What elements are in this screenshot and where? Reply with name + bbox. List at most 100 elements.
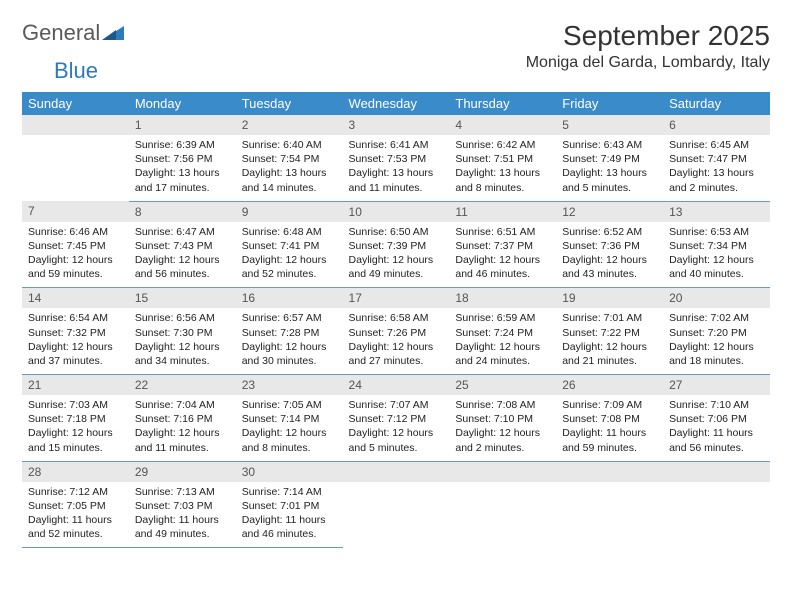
day-number-cell: 11 xyxy=(449,201,556,222)
daylight-line: Daylight: 12 hours and 27 minutes. xyxy=(349,340,444,368)
daylight-line: Daylight: 12 hours and 21 minutes. xyxy=(562,340,657,368)
day-content-cell: Sunrise: 6:48 AMSunset: 7:41 PMDaylight:… xyxy=(236,222,343,288)
daylight-line: Daylight: 12 hours and 52 minutes. xyxy=(242,253,337,281)
sunrise-line: Sunrise: 7:10 AM xyxy=(669,398,764,412)
day-content-cell xyxy=(343,482,450,548)
sunrise-line: Sunrise: 6:56 AM xyxy=(135,311,230,325)
daylight-line: Daylight: 13 hours and 2 minutes. xyxy=(669,166,764,194)
sunset-line: Sunset: 7:34 PM xyxy=(669,239,764,253)
day-number-cell: 14 xyxy=(22,288,129,309)
daylight-line: Daylight: 12 hours and 5 minutes. xyxy=(349,426,444,454)
sunrise-line: Sunrise: 6:51 AM xyxy=(455,225,550,239)
day-number-cell: 15 xyxy=(129,288,236,309)
logo-text-general: General xyxy=(22,20,100,46)
daylight-line: Daylight: 11 hours and 46 minutes. xyxy=(242,513,337,541)
weekday-header: Sunday xyxy=(22,92,129,115)
daylight-line: Daylight: 12 hours and 34 minutes. xyxy=(135,340,230,368)
day-content-cell: Sunrise: 6:59 AMSunset: 7:24 PMDaylight:… xyxy=(449,308,556,374)
day-number-cell: 27 xyxy=(663,375,770,396)
sunset-line: Sunset: 7:39 PM xyxy=(349,239,444,253)
day-number-cell: 1 xyxy=(129,115,236,135)
month-title: September 2025 xyxy=(526,20,770,52)
daylight-line: Daylight: 11 hours and 49 minutes. xyxy=(135,513,230,541)
day-content-cell xyxy=(663,482,770,548)
sunrise-line: Sunrise: 6:41 AM xyxy=(349,138,444,152)
day-content-cell: Sunrise: 6:45 AMSunset: 7:47 PMDaylight:… xyxy=(663,135,770,201)
daylight-line: Daylight: 12 hours and 8 minutes. xyxy=(242,426,337,454)
day-content-cell: Sunrise: 6:52 AMSunset: 7:36 PMDaylight:… xyxy=(556,222,663,288)
day-content-row: Sunrise: 6:46 AMSunset: 7:45 PMDaylight:… xyxy=(22,222,770,288)
day-content-cell xyxy=(449,482,556,548)
sunset-line: Sunset: 7:28 PM xyxy=(242,326,337,340)
daylight-line: Daylight: 13 hours and 5 minutes. xyxy=(562,166,657,194)
day-content-cell: Sunrise: 6:47 AMSunset: 7:43 PMDaylight:… xyxy=(129,222,236,288)
sunrise-line: Sunrise: 7:14 AM xyxy=(242,485,337,499)
day-number-cell: 2 xyxy=(236,115,343,135)
day-content-cell: Sunrise: 6:56 AMSunset: 7:30 PMDaylight:… xyxy=(129,308,236,374)
sunset-line: Sunset: 7:22 PM xyxy=(562,326,657,340)
sunset-line: Sunset: 7:10 PM xyxy=(455,412,550,426)
weekday-header: Wednesday xyxy=(343,92,450,115)
sunset-line: Sunset: 7:45 PM xyxy=(28,239,123,253)
sunrise-line: Sunrise: 6:59 AM xyxy=(455,311,550,325)
sunset-line: Sunset: 7:26 PM xyxy=(349,326,444,340)
weekday-header: Thursday xyxy=(449,92,556,115)
day-number-cell: 22 xyxy=(129,375,236,396)
sunrise-line: Sunrise: 6:54 AM xyxy=(28,311,123,325)
sunrise-line: Sunrise: 6:58 AM xyxy=(349,311,444,325)
day-number-cell xyxy=(663,461,770,482)
sunrise-line: Sunrise: 7:02 AM xyxy=(669,311,764,325)
daylight-line: Daylight: 13 hours and 17 minutes. xyxy=(135,166,230,194)
sunset-line: Sunset: 7:37 PM xyxy=(455,239,550,253)
sunrise-line: Sunrise: 6:52 AM xyxy=(562,225,657,239)
day-number-cell: 25 xyxy=(449,375,556,396)
daylight-line: Daylight: 13 hours and 11 minutes. xyxy=(349,166,444,194)
sunrise-line: Sunrise: 6:45 AM xyxy=(669,138,764,152)
day-number-cell: 19 xyxy=(556,288,663,309)
day-content-cell: Sunrise: 6:42 AMSunset: 7:51 PMDaylight:… xyxy=(449,135,556,201)
sunset-line: Sunset: 7:54 PM xyxy=(242,152,337,166)
day-content-cell: Sunrise: 6:50 AMSunset: 7:39 PMDaylight:… xyxy=(343,222,450,288)
day-number-cell: 12 xyxy=(556,201,663,222)
day-number-cell: 26 xyxy=(556,375,663,396)
sunrise-line: Sunrise: 6:43 AM xyxy=(562,138,657,152)
sunrise-line: Sunrise: 7:08 AM xyxy=(455,398,550,412)
day-content-cell: Sunrise: 6:43 AMSunset: 7:49 PMDaylight:… xyxy=(556,135,663,201)
calendar-table: SundayMondayTuesdayWednesdayThursdayFrid… xyxy=(22,92,770,548)
sunrise-line: Sunrise: 6:53 AM xyxy=(669,225,764,239)
day-content-cell: Sunrise: 7:01 AMSunset: 7:22 PMDaylight:… xyxy=(556,308,663,374)
weekday-header: Saturday xyxy=(663,92,770,115)
daylight-line: Daylight: 12 hours and 24 minutes. xyxy=(455,340,550,368)
day-number-row: 123456 xyxy=(22,115,770,135)
daylight-line: Daylight: 12 hours and 43 minutes. xyxy=(562,253,657,281)
sunset-line: Sunset: 7:32 PM xyxy=(28,326,123,340)
day-number-cell: 23 xyxy=(236,375,343,396)
day-number-cell: 24 xyxy=(343,375,450,396)
day-number-cell: 6 xyxy=(663,115,770,135)
day-content-cell: Sunrise: 6:51 AMSunset: 7:37 PMDaylight:… xyxy=(449,222,556,288)
weekday-header: Friday xyxy=(556,92,663,115)
daylight-line: Daylight: 12 hours and 49 minutes. xyxy=(349,253,444,281)
sunrise-line: Sunrise: 6:50 AM xyxy=(349,225,444,239)
sunrise-line: Sunrise: 6:42 AM xyxy=(455,138,550,152)
sunset-line: Sunset: 7:06 PM xyxy=(669,412,764,426)
logo-triangle-icon xyxy=(102,26,124,40)
sunset-line: Sunset: 7:56 PM xyxy=(135,152,230,166)
day-number-cell: 5 xyxy=(556,115,663,135)
daylight-line: Daylight: 12 hours and 2 minutes. xyxy=(455,426,550,454)
day-number-cell xyxy=(343,461,450,482)
sunset-line: Sunset: 7:03 PM xyxy=(135,499,230,513)
daylight-line: Daylight: 12 hours and 59 minutes. xyxy=(28,253,123,281)
sunset-line: Sunset: 7:53 PM xyxy=(349,152,444,166)
day-content-cell: Sunrise: 7:13 AMSunset: 7:03 PMDaylight:… xyxy=(129,482,236,548)
day-number-cell: 4 xyxy=(449,115,556,135)
day-number-cell: 16 xyxy=(236,288,343,309)
sunset-line: Sunset: 7:05 PM xyxy=(28,499,123,513)
day-content-row: Sunrise: 6:39 AMSunset: 7:56 PMDaylight:… xyxy=(22,135,770,201)
day-number-cell: 13 xyxy=(663,201,770,222)
sunset-line: Sunset: 7:24 PM xyxy=(455,326,550,340)
day-content-cell: Sunrise: 7:12 AMSunset: 7:05 PMDaylight:… xyxy=(22,482,129,548)
day-number-cell xyxy=(449,461,556,482)
daylight-line: Daylight: 12 hours and 40 minutes. xyxy=(669,253,764,281)
sunrise-line: Sunrise: 6:39 AM xyxy=(135,138,230,152)
